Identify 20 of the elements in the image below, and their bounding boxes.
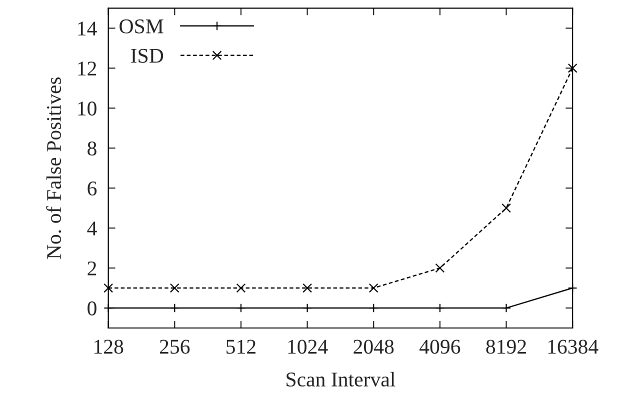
y-tick-label: 10 <box>78 102 96 116</box>
y-tick-label: 6 <box>88 182 97 196</box>
x-tick-label: 2048 <box>354 340 394 354</box>
y-tick-label: 2 <box>88 261 96 276</box>
y-tick-label: 0 <box>88 301 96 316</box>
x-axis-title: Scan Interval <box>286 372 396 387</box>
x-tick-label: 16384 <box>548 340 598 354</box>
y-tick-label: 4 <box>87 222 97 236</box>
y-axis-title: No. of False Positives <box>46 77 62 259</box>
x-tick-label: 128 <box>94 340 124 354</box>
x-tick-label: 256 <box>160 340 190 354</box>
legend-label: ISD <box>131 48 164 63</box>
y-tick-label: 8 <box>88 141 96 156</box>
x-tick-label: 8192 <box>486 340 526 354</box>
x-tick-label: 4096 <box>420 340 460 354</box>
y-tick-label: 14 <box>78 22 97 36</box>
y-tick-label: 12 <box>78 62 96 76</box>
x-tick-label: 512 <box>226 340 256 354</box>
legend-label: OSM <box>120 19 164 34</box>
x-tick-label: 1024 <box>288 340 328 354</box>
